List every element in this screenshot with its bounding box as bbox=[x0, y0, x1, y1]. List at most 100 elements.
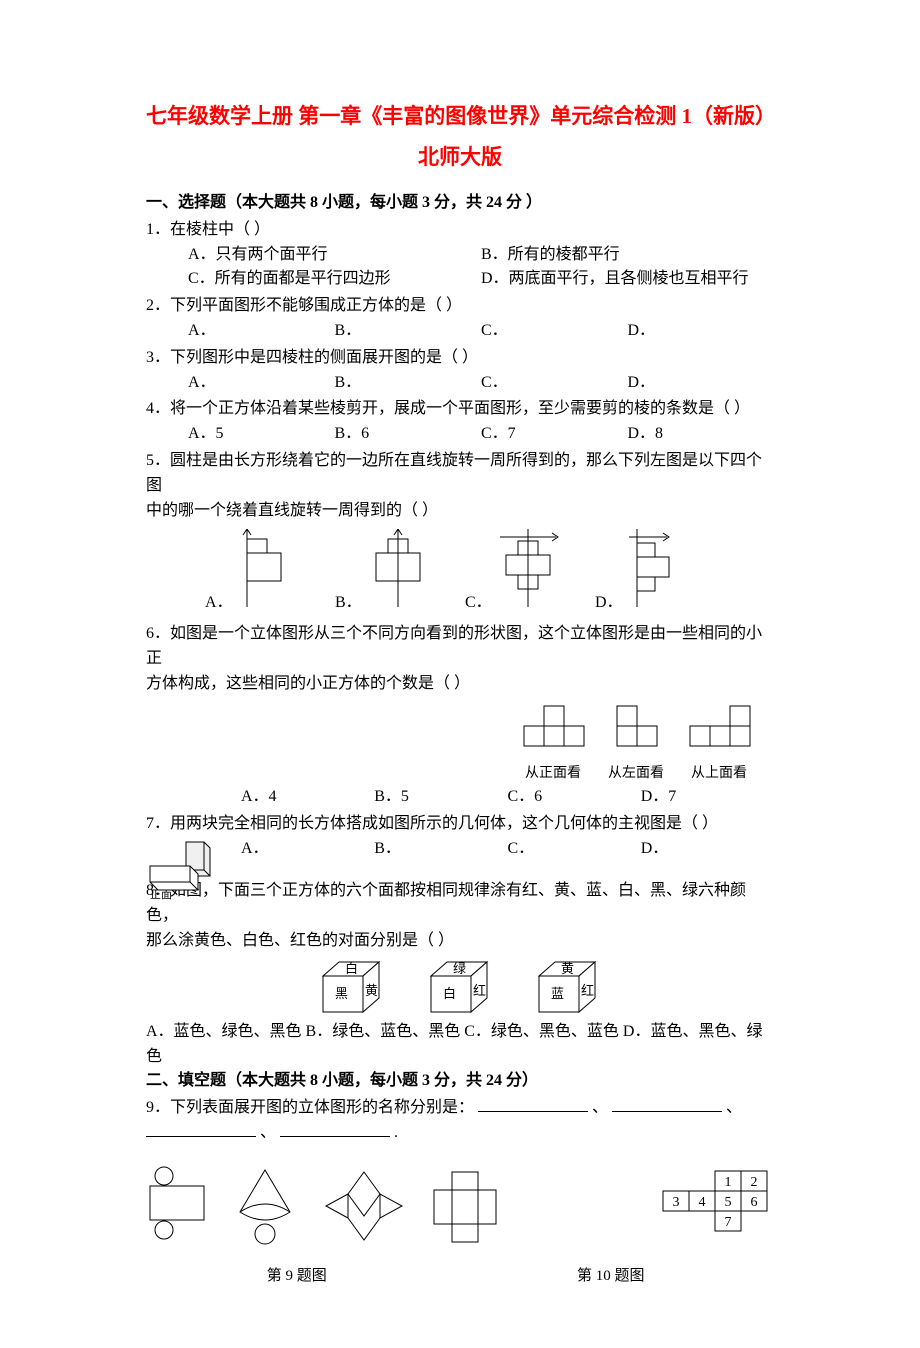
q5-fig-b: B． bbox=[335, 529, 455, 616]
q10-grid: 1 2 3 4 5 6 7 bbox=[654, 1162, 774, 1244]
q2: 2．下列平面图形不能够围成正方体的是（ ） A． B． C． D． bbox=[146, 294, 774, 344]
q6-views: 从正面看 从左面看 从上面看 bbox=[146, 701, 774, 785]
q9-sep-3: 、 bbox=[260, 1124, 276, 1141]
q5-fig-a: A． bbox=[205, 529, 325, 616]
q5-d-label: D． bbox=[595, 594, 623, 611]
q5-fig-c: C． bbox=[465, 529, 585, 616]
q2-c: C． bbox=[481, 319, 628, 344]
q4-a: A．5 bbox=[188, 422, 335, 447]
q1-d: D．两底面平行，且各侧棱也互相平行 bbox=[481, 267, 774, 292]
q4-stem: 4．将一个正方体沿着某些棱剪开，展成一个平面图形，至少需要剪的棱的条数是（ ） bbox=[146, 397, 774, 422]
q9-sep-2: 、 bbox=[726, 1099, 742, 1116]
svg-text:红: 红 bbox=[581, 983, 594, 998]
svg-text:黄: 黄 bbox=[365, 983, 378, 998]
q9-blank-2 bbox=[612, 1096, 722, 1112]
q5-b-label: B． bbox=[335, 594, 362, 611]
q7-a: A． bbox=[241, 837, 374, 862]
q5-svg-b bbox=[366, 529, 430, 607]
q9-blank-3 bbox=[146, 1121, 256, 1137]
section-1-heading: 一、选择题（本大题共 8 小题，每小题 3 分，共 24 分 ） bbox=[146, 191, 774, 216]
q8: 8．如图，下面三个正方体的六个面都按相同规律涂有红、黄、蓝、白、黑、绿六种颜色，… bbox=[146, 879, 774, 1069]
q6-options: A．4 B．5 C．6 D．7 bbox=[146, 785, 774, 810]
q8-stem-b: 那么涂黄色、白色、红色的对面分别是（ ） bbox=[146, 929, 774, 954]
q2-d: D． bbox=[628, 319, 775, 344]
svg-text:红: 红 bbox=[473, 983, 486, 998]
q6: 6．如图是一个立体图形从三个不同方向看到的形状图，这个立体图形是由一些相同的小正… bbox=[146, 622, 774, 810]
q6-v3-label: 从上面看 bbox=[684, 763, 754, 785]
doc-title-1: 七年级数学上册 第一章《丰富的图像世界》单元综合检测 1（新版） bbox=[146, 100, 774, 133]
q1-options: A．只有两个面平行 B．所有的棱都平行 bbox=[146, 243, 774, 268]
svg-text:7: 7 bbox=[725, 1215, 732, 1230]
q10-figure: 1 2 3 4 5 6 7 bbox=[654, 1162, 774, 1253]
svg-text:白: 白 bbox=[443, 986, 456, 1001]
q3-a: A． bbox=[188, 371, 335, 396]
q9-blank-1 bbox=[478, 1096, 588, 1112]
q6-stem-b: 方体构成，这些相同的小正方体的个数是（ ） bbox=[146, 672, 774, 697]
q6-svg-left bbox=[609, 701, 664, 756]
svg-text:黄: 黄 bbox=[561, 961, 574, 976]
svg-text:白: 白 bbox=[345, 961, 358, 976]
q8-cube-2: 绿 白 红 bbox=[421, 960, 499, 1016]
svg-text:5: 5 bbox=[725, 1195, 732, 1210]
q5-stem-b: 中的哪一个绕着直线旋转一周得到的（ ） bbox=[146, 499, 774, 524]
q6-view-front: 从正面看 bbox=[518, 701, 588, 785]
svg-text:1: 1 bbox=[725, 1175, 732, 1190]
q7-d: D． bbox=[641, 837, 774, 862]
q5-svg-a bbox=[237, 529, 287, 607]
q3-b: B． bbox=[335, 371, 482, 396]
svg-text:蓝: 蓝 bbox=[551, 986, 564, 1001]
q8-options: A．蓝色、绿色、黑色 B．绿色、蓝色、黑色 C．绿色、黑色、蓝色 D．蓝色、黑色… bbox=[146, 1020, 774, 1070]
q1-options-2: C．所有的面都是平行四边形 D．两底面平行，且各侧棱也互相平行 bbox=[146, 267, 774, 292]
q2-b: B． bbox=[335, 319, 482, 344]
q3-stem: 3．下列图形中是四棱柱的侧面展开图的是（ ） bbox=[146, 346, 774, 371]
svg-text:2: 2 bbox=[751, 1175, 758, 1190]
q5-c-label: C． bbox=[465, 594, 492, 611]
q1-c: C．所有的面都是平行四边形 bbox=[188, 267, 481, 292]
q6-d: D．7 bbox=[641, 785, 774, 810]
q2-stem: 2．下列平面图形不能够围成正方体的是（ ） bbox=[146, 294, 774, 319]
svg-text:黑: 黑 bbox=[335, 986, 348, 1001]
q9-q10-figures: 1 2 3 4 5 6 7 bbox=[146, 1162, 774, 1253]
svg-text:正面: 正面 bbox=[150, 889, 172, 900]
q7-c: C． bbox=[508, 837, 641, 862]
q4-options: A．5 B．6 C．7 D．8 bbox=[146, 422, 774, 447]
q6-b: B．5 bbox=[374, 785, 507, 810]
q1: 1．在棱柱中（ ） A．只有两个面平行 B．所有的棱都平行 C．所有的面都是平行… bbox=[146, 218, 774, 292]
q9-fig-3 bbox=[322, 1166, 406, 1248]
q7-options: A． B． C． D． bbox=[146, 837, 774, 862]
q3: 3．下列图形中是四棱柱的侧面展开图的是（ ） A． B． C． D． bbox=[146, 346, 774, 396]
q1-b: B．所有的棱都平行 bbox=[481, 243, 774, 268]
caption-q9: 第 9 题图 bbox=[146, 1265, 447, 1288]
q6-svg-front bbox=[518, 701, 588, 756]
q6-v2-label: 从左面看 bbox=[608, 763, 664, 785]
q2-options: A． B． C． D． bbox=[146, 319, 774, 344]
q4-b: B．6 bbox=[335, 422, 482, 447]
q6-a: A．4 bbox=[241, 785, 374, 810]
q9-blank-4 bbox=[280, 1121, 390, 1137]
q7-stem: 7．用两块完全相同的长方体搭成如图所示的几何体，这个几何体的主视图是（ ） bbox=[146, 812, 774, 837]
q8-cube-1: 白 黑 黄 bbox=[313, 960, 391, 1016]
q4-c: C．7 bbox=[481, 422, 628, 447]
q9-stem: 9．下列表面展开图的立体图形的名称分别是： bbox=[146, 1099, 474, 1116]
q6-c: C．6 bbox=[508, 785, 641, 810]
q9-end: . bbox=[394, 1124, 398, 1141]
q5-a-label: A． bbox=[205, 594, 233, 611]
q7: 7．用两块完全相同的长方体搭成如图所示的几何体，这个几何体的主视图是（ ） A．… bbox=[146, 812, 774, 862]
q3-d: D． bbox=[628, 371, 775, 396]
svg-text:4: 4 bbox=[699, 1195, 706, 1210]
q4: 4．将一个正方体沿着某些棱剪开，展成一个平面图形，至少需要剪的棱的条数是（ ） … bbox=[146, 397, 774, 447]
svg-text:绿: 绿 bbox=[453, 961, 466, 976]
q1-a: A．只有两个面平行 bbox=[188, 243, 481, 268]
svg-text:6: 6 bbox=[751, 1195, 758, 1210]
q1-stem: 1．在棱柱中（ ） bbox=[146, 218, 774, 243]
q6-v1-label: 从正面看 bbox=[518, 763, 588, 785]
caption-q10: 第 10 题图 bbox=[447, 1265, 774, 1288]
q5-svg-d bbox=[627, 529, 677, 607]
figure-captions: 第 9 题图 第 10 题图 bbox=[146, 1265, 774, 1288]
svg-text:3: 3 bbox=[673, 1195, 680, 1210]
q5-stem-a: 5．圆柱是由长方形绕着它的一边所在直线旋转一周所得到的，那么下列左图是以下四个图 bbox=[146, 449, 774, 499]
q5-fig-d: D． bbox=[595, 529, 715, 616]
page: 七年级数学上册 第一章《丰富的图像世界》单元综合检测 1（新版） 北师大版 一、… bbox=[0, 0, 920, 1348]
q9-fig-2 bbox=[230, 1166, 300, 1248]
q9-sep-1: 、 bbox=[592, 1099, 608, 1116]
